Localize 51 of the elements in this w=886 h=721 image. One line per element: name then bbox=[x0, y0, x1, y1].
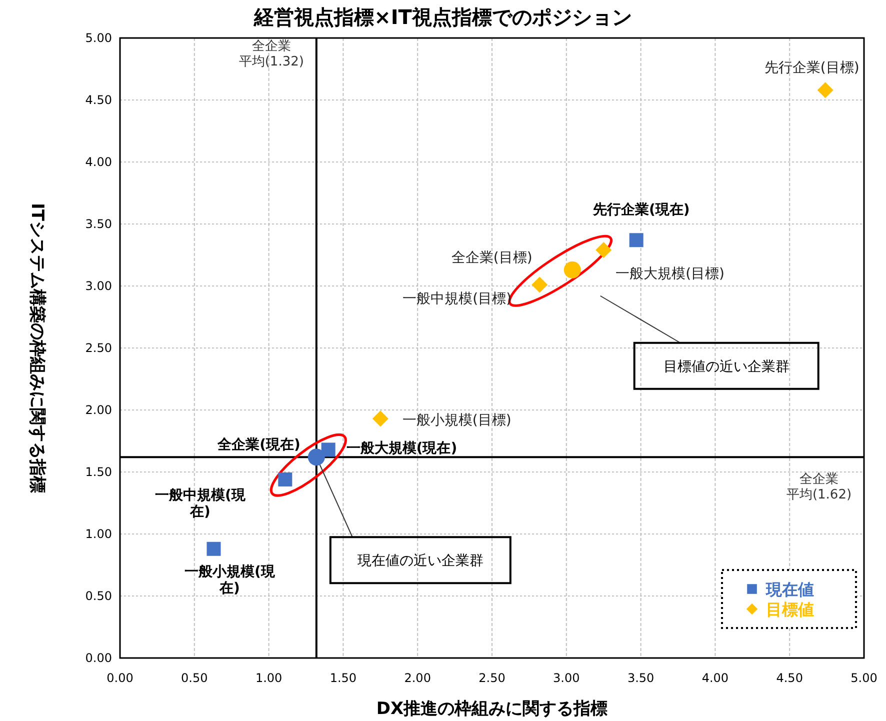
annotation: 先行企業(目標) bbox=[764, 60, 860, 76]
annotation: 全企業(目標) bbox=[451, 250, 532, 266]
y-tick-label: 5.00 bbox=[85, 31, 112, 45]
y-tick-label: 2.00 bbox=[85, 403, 112, 417]
y-axis-title: ITシステム構築の枠組みに関する指標 bbox=[27, 203, 47, 493]
annotation: 一般中規模(現在) bbox=[154, 487, 246, 520]
x-tick-label: 1.00 bbox=[255, 671, 282, 685]
annotation: 一般小規模(目標) bbox=[402, 412, 512, 429]
annotation: 全企業(現在) bbox=[216, 437, 300, 454]
legend-label: 現在値 bbox=[765, 580, 814, 599]
point bbox=[321, 442, 336, 457]
annotation: 一般中規模(目標) bbox=[402, 290, 512, 307]
y-tick-label: 4.50 bbox=[85, 93, 112, 107]
point bbox=[564, 261, 581, 278]
point bbox=[372, 410, 388, 427]
x-tick-label: 4.50 bbox=[776, 671, 803, 685]
annotation: 目標値の近い企業群 bbox=[663, 358, 790, 375]
annotation: 先行企業(現在) bbox=[592, 202, 690, 218]
x-tick-label: 1.50 bbox=[330, 671, 357, 685]
y-tick-label: 4.00 bbox=[85, 155, 112, 169]
point bbox=[206, 542, 221, 556]
ref-line-label: 全企業平均(1.62) bbox=[786, 472, 852, 503]
y-tick-label: 1.00 bbox=[85, 527, 112, 541]
x-tick-label: 4.00 bbox=[702, 671, 729, 685]
y-tick-label: 0.00 bbox=[85, 651, 112, 665]
annotation: 現在値の近い企業群 bbox=[357, 553, 484, 570]
point bbox=[817, 82, 834, 98]
point bbox=[596, 242, 612, 258]
chart-title: 経営視点指標×IT視点指標でのポジション bbox=[253, 5, 632, 29]
x-tick-label: 3.00 bbox=[553, 671, 580, 685]
x-tick-label: 0.50 bbox=[181, 671, 208, 685]
y-tick-label: 3.00 bbox=[85, 279, 112, 293]
annotation: 一般大規模(現在) bbox=[346, 440, 458, 457]
ref-line-label: 全企業平均(1.32) bbox=[238, 39, 304, 70]
point bbox=[308, 448, 325, 466]
x-tick-label: 3.50 bbox=[627, 671, 654, 685]
x-tick-label: 5.00 bbox=[850, 671, 878, 685]
y-tick-label: 0.50 bbox=[85, 589, 112, 603]
point bbox=[278, 472, 292, 486]
y-tick-label: 2.50 bbox=[85, 341, 112, 355]
y-tick-label: 3.50 bbox=[85, 217, 112, 231]
annotation: 一般小規模(現在) bbox=[184, 564, 276, 597]
x-axis-title: DX推進の枠組みに関する指標 bbox=[376, 699, 608, 719]
annotation: 一般大規模(目標) bbox=[616, 266, 725, 282]
y-tick-label: 1.50 bbox=[85, 465, 112, 479]
x-tick-label: 2.00 bbox=[404, 671, 431, 685]
x-tick-label: 0.00 bbox=[106, 671, 134, 685]
x-tick-label: 2.50 bbox=[478, 671, 506, 685]
point bbox=[629, 233, 644, 248]
legend-label: 目標値 bbox=[766, 600, 814, 619]
point bbox=[532, 276, 548, 293]
